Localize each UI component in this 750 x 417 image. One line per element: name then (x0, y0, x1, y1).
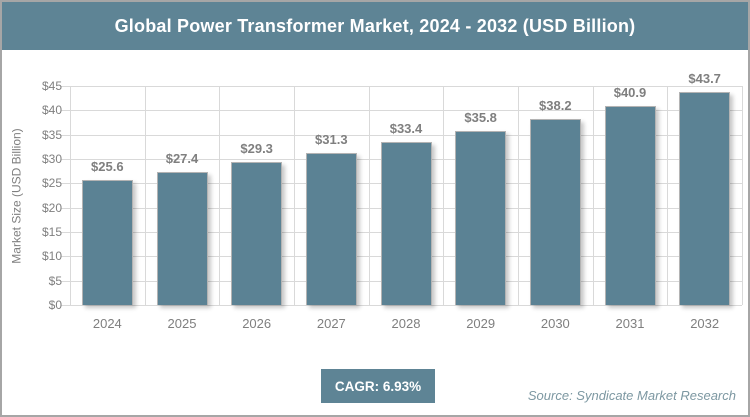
x-tick-label: 2030 (540, 316, 570, 331)
bar-value-label: $35.8 (464, 109, 497, 125)
bar-2027 (305, 152, 357, 305)
bar-2031 (604, 105, 656, 305)
x-tick-label: 2027 (316, 316, 346, 331)
gridline-h (61, 134, 742, 136)
bar-value-label: $29.3 (240, 141, 273, 157)
bar-value-label: $25.6 (91, 159, 124, 175)
gridline-v (518, 86, 519, 305)
bar-2032 (679, 92, 731, 305)
y-tick-label: $5 (48, 273, 62, 288)
plot-area: $25.6 $27.4 $29.3 $31.3 $33.4 $35.8 $38.2 $40.9… (61, 71, 743, 306)
gridline-v (294, 86, 295, 305)
y-tick-label: $15 (41, 225, 62, 239)
y-tick-label: $40 (41, 103, 62, 118)
source-credit: Source: Syndicate Market Research (527, 388, 736, 403)
bar-2028 (380, 142, 432, 305)
y-tick-label: $0 (48, 298, 62, 312)
chart-title-bar: Global Power Transformer Market, 2024 - … (2, 2, 748, 50)
bar-2026 (231, 162, 283, 305)
bar-value-label: $31.3 (315, 131, 348, 147)
gridline-v (443, 86, 445, 305)
bar-value-label: $38.2 (539, 98, 572, 114)
y-axis-title: Market Size (USD Billion) (10, 127, 24, 264)
x-tick-label: 2032 (690, 316, 720, 331)
bar-value-label: $40.9 (613, 84, 647, 100)
y-tick-label: $25 (41, 176, 62, 191)
bar-value-label: $27.4 (165, 150, 199, 166)
gridline-v (219, 86, 221, 305)
bar-2030 (529, 119, 581, 305)
cagr-badge: CAGR: 6.93% (321, 369, 435, 403)
gridline-v (592, 86, 594, 305)
x-tick-label: 2024 (92, 316, 122, 331)
y-tick-label: $45 (41, 79, 62, 93)
y-tick-label: $10 (41, 249, 62, 264)
bar-2025 (156, 171, 208, 305)
x-tick-label: 2031 (615, 316, 645, 331)
gridline-v (144, 86, 146, 305)
y-tick-label: $35 (41, 127, 62, 142)
y-tick-label: $20 (41, 200, 62, 215)
gridline-h (61, 86, 742, 87)
gridline-v (742, 86, 743, 305)
gridline-h (61, 305, 742, 306)
x-tick-label: 2025 (167, 316, 197, 331)
gridline-h (61, 110, 742, 112)
x-tick-label: 2029 (466, 316, 496, 331)
bar-value-label: $43.7 (688, 71, 721, 87)
x-tick-label: 2028 (391, 316, 421, 331)
x-tick-label: 2026 (242, 316, 272, 331)
chart-title: Global Power Transformer Market, 2024 - … (114, 15, 636, 36)
gridline-v (667, 86, 669, 305)
bar-value-label: $33.4 (389, 121, 423, 137)
bar-2029 (455, 130, 507, 305)
gridline-v (70, 86, 71, 305)
bar-2024 (81, 180, 133, 305)
gridline-v (368, 86, 370, 305)
y-tick-label: $30 (41, 152, 62, 166)
